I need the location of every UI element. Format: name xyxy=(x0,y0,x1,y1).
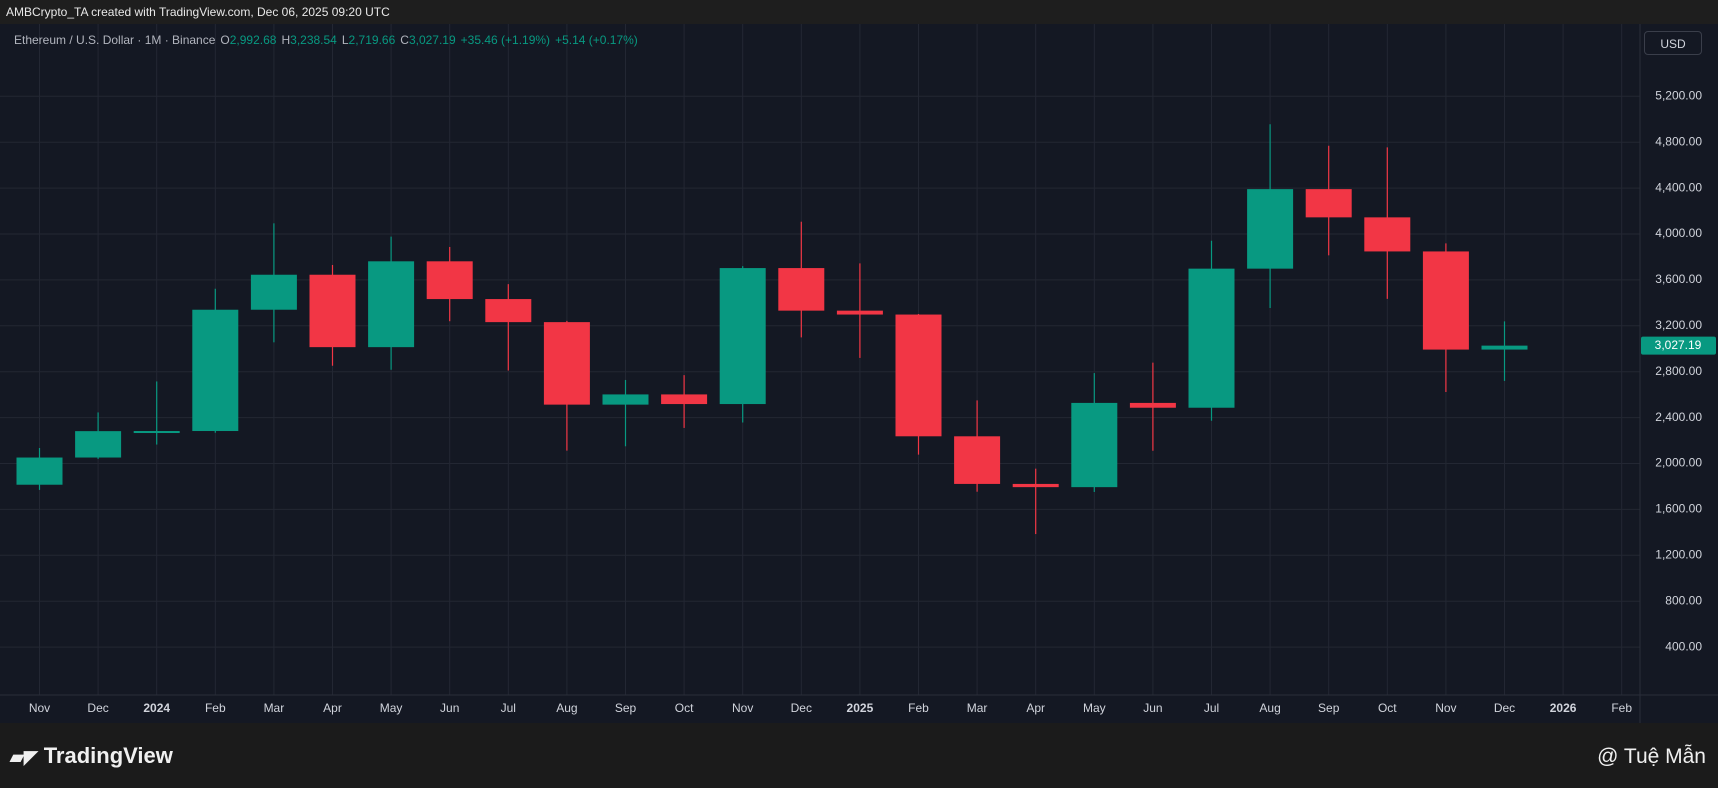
x-tick-label: Aug xyxy=(1259,701,1280,715)
y-tick-label: 2,800.00 xyxy=(1655,364,1702,378)
legend-key: O xyxy=(220,33,230,47)
watermark: @ Tuệ Mẫn xyxy=(1597,745,1706,768)
y-tick-label: 3,200.00 xyxy=(1655,318,1702,332)
x-tick-label: May xyxy=(380,701,403,715)
x-tick-label: Feb xyxy=(908,701,929,715)
candle-body xyxy=(1305,189,1352,218)
legend-key: L xyxy=(341,33,349,47)
candle-body xyxy=(368,261,415,348)
candle-body xyxy=(1481,345,1528,350)
legend-key: H xyxy=(281,33,291,47)
x-tick-label: Mar xyxy=(264,701,285,715)
x-tick-label: Jul xyxy=(501,701,516,715)
x-tick-label: Feb xyxy=(1611,701,1632,715)
x-tick-label: Nov xyxy=(732,701,753,715)
currency-button[interactable]: USD xyxy=(1644,31,1702,55)
candle-body xyxy=(543,322,590,405)
candle-body xyxy=(1071,402,1118,488)
candle-body xyxy=(1422,251,1469,350)
candle-body xyxy=(1188,268,1235,408)
candle-body xyxy=(719,268,766,405)
x-tick-label: Oct xyxy=(1378,701,1397,715)
y-tick-label: 2,400.00 xyxy=(1655,410,1702,424)
x-tick-label: Apr xyxy=(323,701,342,715)
x-tick-label: Jun xyxy=(440,701,459,715)
candle-body xyxy=(1247,189,1294,269)
y-tick-label: 2,000.00 xyxy=(1655,456,1702,470)
y-tick-label: 4,400.00 xyxy=(1655,180,1702,194)
y-tick-label: 1,600.00 xyxy=(1655,502,1702,516)
candle-body xyxy=(1129,402,1176,408)
x-tick-label: Aug xyxy=(556,701,577,715)
candle-body xyxy=(1364,217,1411,252)
y-tick-label: 800.00 xyxy=(1665,593,1702,607)
logo-text: TradingView xyxy=(43,743,173,768)
chart: 400.00 800.00 1,200.00 1,600.00 2,000.00 2,40… xyxy=(0,24,1718,723)
candle-body xyxy=(192,309,239,432)
x-tick-label: Nov xyxy=(29,701,50,715)
legend-key: C xyxy=(400,33,409,47)
legend-value: 2,719.66 xyxy=(348,33,396,47)
last-price-label: 3,027.19 xyxy=(1655,338,1702,352)
candle-body xyxy=(133,431,180,434)
candle-body xyxy=(895,314,942,437)
plot-background xyxy=(0,24,1718,723)
logo-icon: ▰◤ xyxy=(10,747,38,767)
candle-body xyxy=(16,457,63,485)
x-tick-label: Feb xyxy=(205,701,226,715)
header: AMBCrypto_TA created with TradingView.co… xyxy=(0,0,1718,24)
y-tick-label: 3,600.00 xyxy=(1655,272,1702,286)
x-tick-label: Dec xyxy=(1494,701,1515,715)
y-tick-label: 5,200.00 xyxy=(1655,88,1702,102)
candle-body xyxy=(661,394,708,405)
legend-value: 2,992.68 xyxy=(229,33,277,47)
x-tick-label: Mar xyxy=(967,701,988,715)
candle-body xyxy=(250,274,297,310)
x-tick-label: Sep xyxy=(1318,701,1340,715)
y-tick-label: 4,800.00 xyxy=(1655,134,1702,148)
footer: ▰◤ TradingView @ Tuệ Mẫn xyxy=(0,723,1718,788)
x-tick-label: Dec xyxy=(791,701,812,715)
x-tick-label: Dec xyxy=(87,701,108,715)
x-tick-label: Apr xyxy=(1026,701,1045,715)
legend-change: +35.46 (+1.19%) xyxy=(460,33,551,47)
candle-body xyxy=(778,268,825,311)
x-tick-label: 2025 xyxy=(847,701,874,715)
y-tick-label: 1,200.00 xyxy=(1655,547,1702,561)
x-tick-label: Sep xyxy=(615,701,637,715)
legend-change: +5.14 (+0.17%) xyxy=(555,33,638,47)
legend-value: 3,238.54 xyxy=(290,33,337,47)
y-tick-label: 4,000.00 xyxy=(1655,226,1702,240)
candle-body xyxy=(309,274,356,348)
candle-body xyxy=(485,299,532,323)
candle-body xyxy=(426,261,473,300)
legend-value: 3,027.19 xyxy=(408,33,456,47)
x-tick-label: 2024 xyxy=(143,701,170,715)
x-tick-label: Nov xyxy=(1435,701,1456,715)
x-tick-label: May xyxy=(1083,701,1106,715)
candle-body xyxy=(836,310,883,315)
x-tick-label: 2026 xyxy=(1550,701,1577,715)
last-price-tag xyxy=(1641,336,1716,355)
x-tick-label: Jul xyxy=(1204,701,1219,715)
candle-body xyxy=(1012,483,1059,488)
candle-body xyxy=(602,394,649,405)
logo: ▰◤ TradingView xyxy=(10,743,173,769)
candle-body xyxy=(954,436,1001,484)
x-tick-label: Jun xyxy=(1143,701,1162,715)
x-tick-label: Oct xyxy=(675,701,694,715)
y-tick-label: 400.00 xyxy=(1665,639,1702,653)
candle-body xyxy=(75,431,122,458)
legend-symbol: Ethereum / U.S. Dollar · 1M · Binance xyxy=(14,33,216,47)
legend: Ethereum / U.S. Dollar · 1M · Binance O2,… xyxy=(14,33,643,47)
